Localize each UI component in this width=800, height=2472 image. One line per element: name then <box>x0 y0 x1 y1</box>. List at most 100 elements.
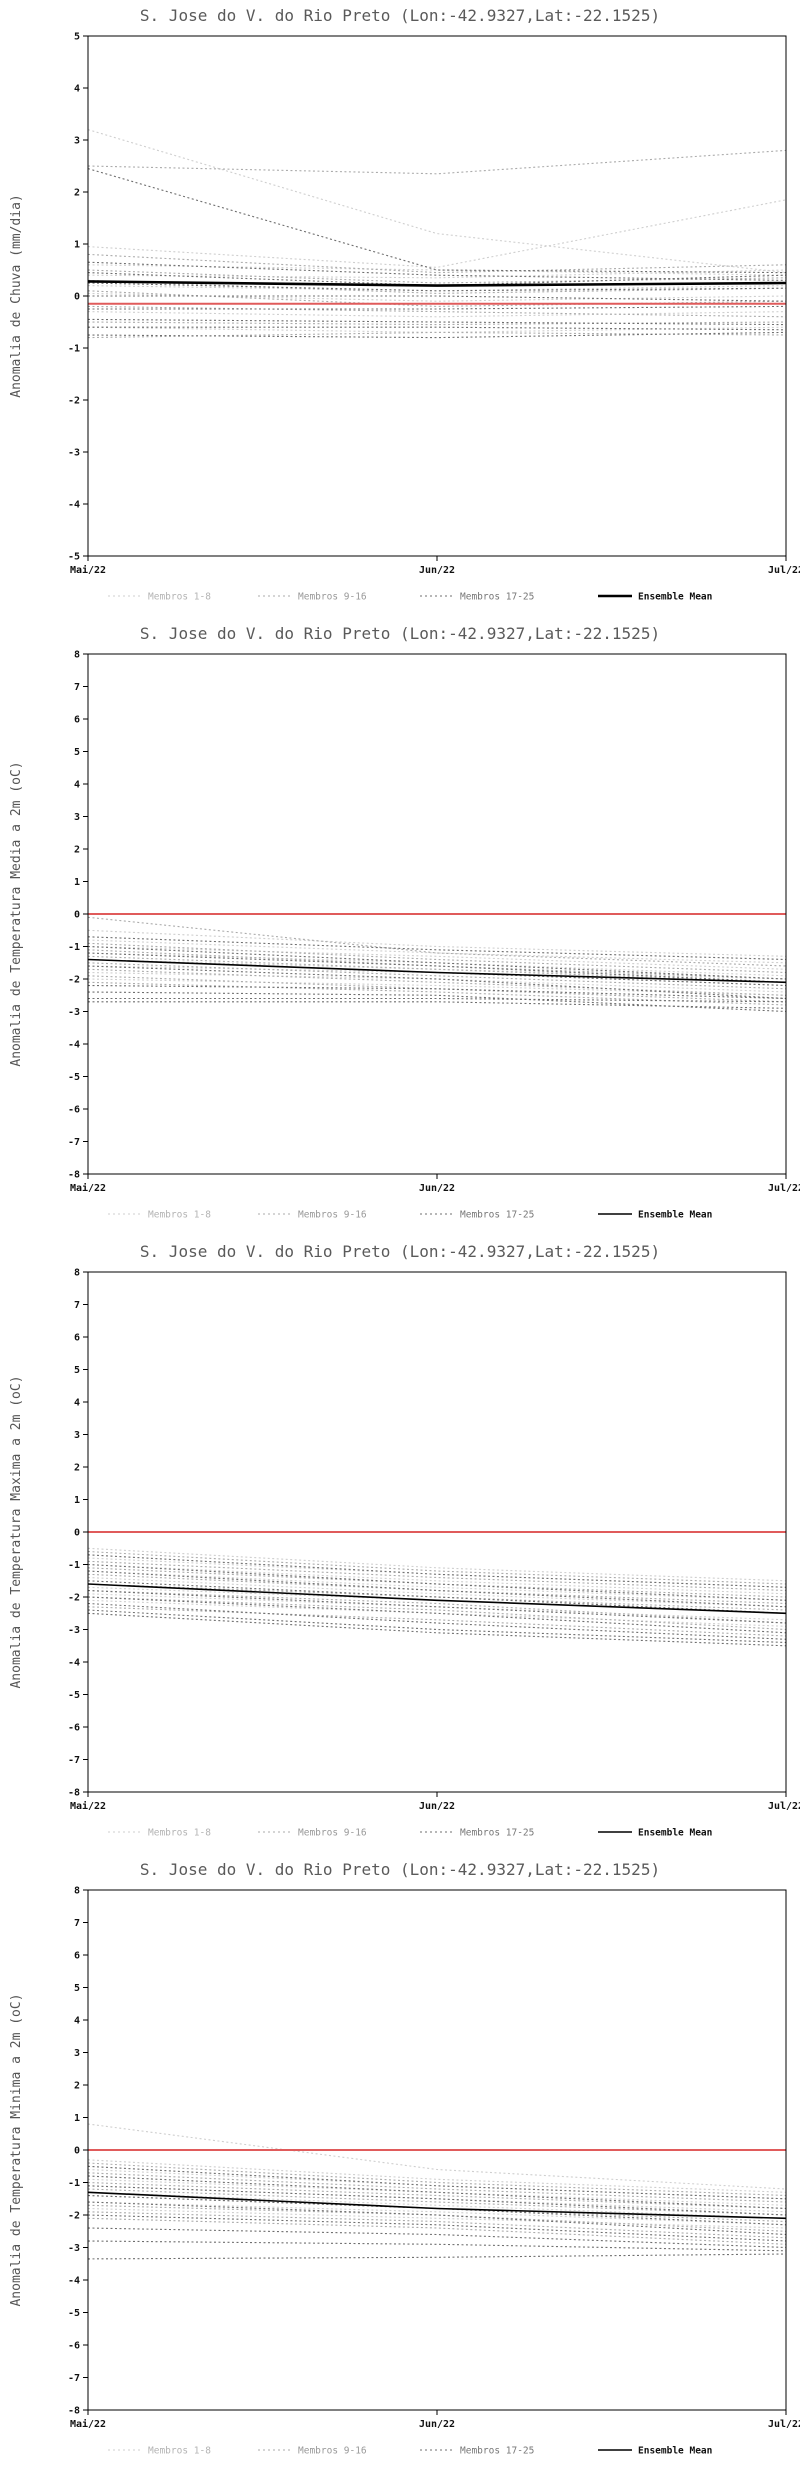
y-tick-label: 0 <box>74 292 80 303</box>
ensemble-member-line <box>87 975 787 1003</box>
ensemble-member-line <box>87 1547 787 1582</box>
ensemble-member-line <box>87 1602 787 1640</box>
ensemble-member-line <box>87 965 787 987</box>
ensemble-member-line <box>87 1576 787 1608</box>
ensemble-member-line <box>87 936 787 961</box>
y-tick-label: -6 <box>68 1105 80 1116</box>
ensemble-member-line <box>87 1580 787 1614</box>
ensemble-member-line <box>87 2162 787 2197</box>
y-tick-label: 4 <box>74 2016 80 2027</box>
x-tick-label: Mai/22 <box>70 1800 106 1812</box>
ensemble-member-line <box>87 2185 787 2213</box>
y-tick-label: -2 <box>68 2211 80 2222</box>
chart-title: S. Jose do V. do Rio Preto (Lon:-42.9327… <box>139 624 661 643</box>
ensemble-member-line <box>87 1606 787 1637</box>
x-tick-label: Jun/22 <box>419 565 455 576</box>
max-temperature-anomaly-plot: Anomalia de Temperatura Maxima a 2m (oC)… <box>9 1268 800 1839</box>
ensemble-mean-line <box>87 958 787 984</box>
ensemble-member-line <box>87 971 787 993</box>
ensemble-member-line <box>87 2227 787 2249</box>
ensemble-member-line <box>87 2207 787 2229</box>
legend-label: Membros 1-8 <box>148 2446 211 2457</box>
x-tick-label: Jul/22 <box>768 2419 800 2430</box>
x-tick-label: Jun/22 <box>419 1183 455 1194</box>
y-tick-label: 3 <box>74 812 80 823</box>
ensemble-member-line <box>87 1570 787 1608</box>
y-tick-label: 6 <box>74 1951 80 1962</box>
y-tick-label: -2 <box>68 396 80 407</box>
ensemble-member-line <box>87 962 787 990</box>
y-tick-label: 7 <box>74 682 80 693</box>
ensemble-member-line <box>87 958 787 987</box>
y-tick-label: 2 <box>74 2081 80 2092</box>
ensemble-member-line <box>87 1567 787 1598</box>
y-tick-label: -4 <box>68 1040 80 1051</box>
y-tick-label: -2 <box>68 1593 80 1604</box>
ensemble-member-line <box>87 939 787 964</box>
x-tick-label: Mai/22 <box>70 1182 106 1194</box>
ensemble-member-line <box>87 311 787 318</box>
y-tick-label: 5 <box>74 32 80 43</box>
legend-label: Membros 9-16 <box>298 2446 367 2457</box>
y-tick-label: -5 <box>68 1690 80 1701</box>
ensemble-member-line <box>87 292 787 302</box>
y-tick-label: 7 <box>74 1918 80 1929</box>
legend-label: Membros 1-8 <box>148 1210 211 1221</box>
ensemble-member-line <box>87 2201 787 2236</box>
ensemble-member-line <box>87 272 787 287</box>
y-tick-label: -3 <box>68 2243 80 2254</box>
ensemble-member-line <box>87 952 787 983</box>
ensemble-member-line <box>87 2172 787 2203</box>
ensemble-member-line <box>87 955 787 983</box>
y-tick-label: 5 <box>74 1983 80 1994</box>
ensemble-member-line <box>87 305 787 318</box>
y-tick-label: -6 <box>68 2341 80 2352</box>
y-tick-label: -5 <box>68 2308 80 2319</box>
ensemble-member-line <box>87 1609 787 1644</box>
ensemble-member-line <box>87 965 787 1000</box>
ensemble-member-line <box>87 916 787 967</box>
ensemble-member-line <box>87 949 787 980</box>
ensemble-member-line <box>88 326 787 331</box>
ensemble-member-line <box>87 2194 787 2223</box>
y-tick-label: 8 <box>74 650 80 661</box>
x-tick-label: Jul/22 <box>768 1183 800 1194</box>
ensemble-member-line <box>87 285 787 292</box>
chart-panel-precipitation-anomaly: S. Jose do V. do Rio Preto (Lon:-42.9327… <box>0 0 800 618</box>
y-tick-label: 6 <box>74 1333 80 1344</box>
ensemble-member-line <box>87 129 787 274</box>
chart-panel-min-temperature-anomaly: S. Jose do V. do Rio Preto (Lon:-42.9327… <box>0 1854 800 2472</box>
y-tick-label: 3 <box>74 136 80 147</box>
ensemble-member-line <box>87 149 787 175</box>
ensemble-member-line <box>87 1596 787 1634</box>
legend-label: Membros 17-25 <box>460 592 534 603</box>
chart-title: S. Jose do V. do Rio Preto (Lon:-42.9327… <box>139 1860 661 1879</box>
ensemble-member-line <box>87 1573 787 1605</box>
legend-label: Ensemble Mean <box>638 2446 712 2457</box>
y-tick-label: 4 <box>74 84 80 95</box>
ensemble-member-line <box>87 2201 787 2226</box>
ensemble-member-line <box>87 945 787 970</box>
y-tick-label: 6 <box>74 715 80 726</box>
precipitation-anomaly-plot: Anomalia de Chuva (mm/dia) -5 -4 -3 -2 -1 0 1 2… <box>9 32 800 603</box>
y-axis-label: Anomalia de Temperatura Maxima a 2m (oC) <box>9 1375 24 1688</box>
legend-label: Membros 17-25 <box>460 2446 534 2457</box>
ensemble-member-line <box>87 952 787 977</box>
y-tick-label: -5 <box>68 552 80 563</box>
ensemble-member-line <box>87 264 787 276</box>
ensemble-member-line <box>87 1589 787 1624</box>
ensemble-member-line <box>87 945 787 980</box>
ensemble-member-line <box>87 1599 787 1627</box>
ensemble-member-line <box>87 2181 787 2210</box>
ensemble-member-line <box>87 1563 787 1601</box>
legend-label: Membros 17-25 <box>460 1210 534 1221</box>
ensemble-member-line <box>87 282 787 292</box>
x-tick-label: Mai/22 <box>70 564 106 576</box>
ensemble-member-line <box>87 199 787 268</box>
ensemble-member-line <box>87 2214 787 2242</box>
ensemble-member-line <box>87 269 787 279</box>
y-tick-label: -5 <box>68 1072 80 1083</box>
ensemble-member-line <box>88 305 787 310</box>
ensemble-member-line <box>87 958 787 980</box>
x-tick-label: Jun/22 <box>419 2419 455 2430</box>
